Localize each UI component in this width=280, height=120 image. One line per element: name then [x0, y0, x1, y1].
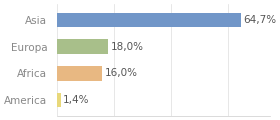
- Bar: [57, 93, 61, 107]
- Text: 16,0%: 16,0%: [105, 68, 138, 78]
- Text: 64,7%: 64,7%: [243, 15, 276, 25]
- Text: 18,0%: 18,0%: [110, 42, 143, 52]
- Text: 1,4%: 1,4%: [63, 95, 90, 105]
- Bar: [57, 13, 241, 27]
- Bar: [57, 39, 108, 54]
- Bar: [57, 66, 102, 81]
